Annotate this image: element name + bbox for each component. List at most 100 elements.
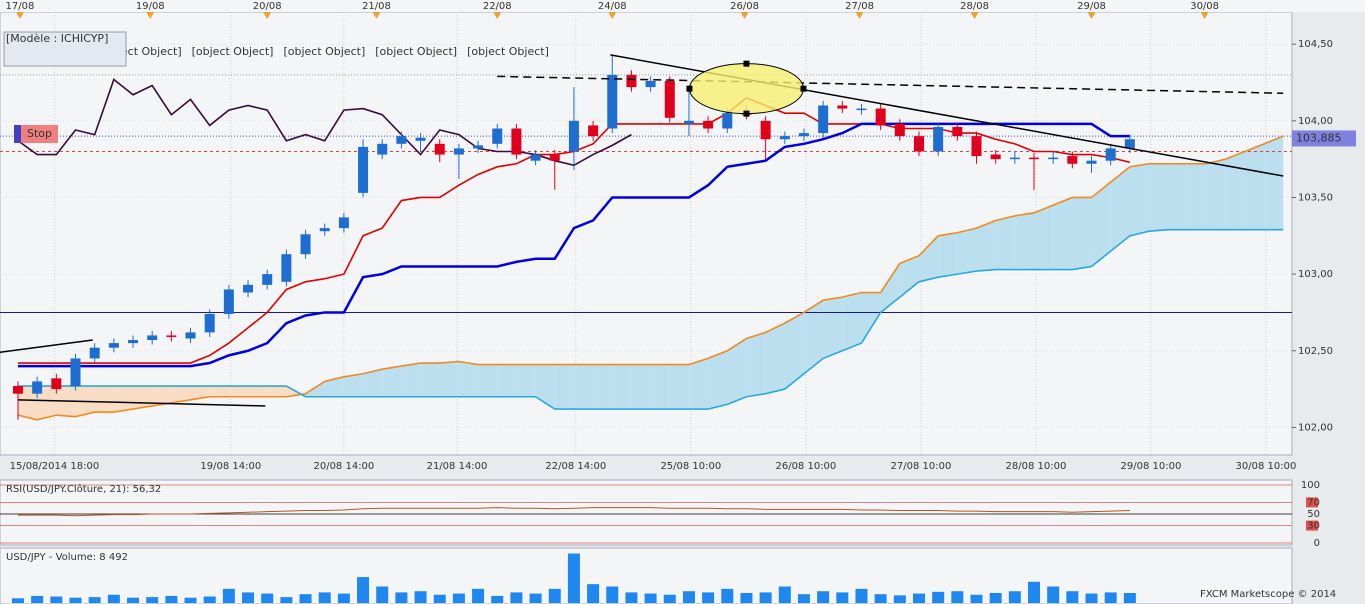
candle-body — [856, 108, 867, 111]
candle-body — [1124, 139, 1135, 149]
volume-bar — [836, 592, 849, 603]
session-marker — [1087, 12, 1096, 19]
top-date: 21/08 — [362, 1, 391, 12]
candle-body — [875, 108, 886, 126]
volume-bar — [855, 588, 868, 603]
cloud-fill — [899, 255, 919, 298]
volume-bar — [797, 594, 810, 603]
session-marker — [493, 12, 502, 19]
cloud-fill — [152, 386, 172, 406]
volume-bar — [817, 591, 830, 603]
cloud-fill — [1264, 136, 1284, 230]
volume-bar — [989, 592, 1002, 603]
cloud-fill — [94, 386, 114, 413]
candle-body — [13, 386, 23, 394]
volume-bar — [682, 591, 695, 603]
volume-bar — [31, 595, 44, 603]
volume-bar — [88, 597, 101, 603]
volume-bar — [510, 592, 523, 603]
candle-body — [798, 133, 809, 137]
cloud-fill — [478, 364, 498, 397]
volume-bar — [472, 588, 485, 603]
candle-body — [128, 340, 139, 344]
cloud-fill — [190, 386, 210, 400]
candle-body — [971, 136, 982, 157]
volume-bar — [318, 592, 331, 603]
volume-bar — [107, 594, 120, 603]
candle-body — [760, 120, 771, 140]
volume-bar — [759, 592, 772, 603]
volume-bar — [261, 593, 274, 603]
cloud-fill — [631, 364, 651, 410]
ellipse-handle — [686, 85, 693, 92]
volume-bar — [222, 588, 235, 603]
y-tick-label: 102,50 — [1298, 346, 1333, 357]
cloud-fill — [995, 215, 1015, 270]
volume-bar — [874, 594, 887, 603]
legend-box — [3, 31, 127, 67]
current-price-box — [1292, 130, 1356, 147]
candle-body — [894, 123, 905, 137]
volume-bar — [702, 592, 715, 603]
volume-bar — [491, 595, 504, 603]
top-date: 24/08 — [598, 1, 627, 12]
candle-body — [492, 128, 503, 144]
top-date: 22/08 — [483, 1, 512, 12]
candle-body — [1105, 148, 1116, 161]
indicator-label: [object Object] — [283, 45, 365, 58]
candle-body — [434, 143, 445, 155]
x-tick-label: 20/08 14:00 — [313, 461, 374, 472]
rsi-tick-bg — [1306, 538, 1318, 548]
candle-body — [1009, 157, 1020, 160]
volume-bar — [932, 591, 945, 603]
volume-bar — [1047, 586, 1060, 603]
candle-body — [837, 105, 848, 109]
candle-body — [32, 381, 43, 394]
volume-bar — [951, 591, 964, 603]
volume-bar — [12, 598, 24, 603]
volume-bar — [970, 594, 983, 603]
volume-bar — [587, 584, 600, 603]
x-tick-label: 29/08 10:00 — [1121, 461, 1182, 472]
candle-body — [166, 335, 177, 337]
candle-body — [1067, 156, 1078, 164]
session-marker — [855, 12, 864, 19]
current-price-label: 103,885 — [1296, 131, 1342, 144]
rsi-tick-label: 70 — [1307, 497, 1320, 508]
cloud-fill — [1225, 151, 1245, 230]
candle-body — [262, 274, 273, 285]
candle-body — [588, 125, 599, 137]
volume-bar — [452, 593, 465, 603]
candle-body — [358, 146, 369, 193]
candle-body — [185, 332, 196, 339]
cloud-fill — [439, 361, 459, 397]
cloud-fill — [1091, 182, 1111, 267]
volume-bar — [548, 588, 561, 603]
candle-body — [243, 284, 254, 293]
cloud-fill — [382, 366, 402, 397]
top-date: 29/08 — [1077, 1, 1106, 12]
rsi-tick-bg — [1306, 509, 1318, 519]
cloud-fill — [401, 363, 421, 397]
trendline — [497, 75, 1284, 94]
candle-body — [377, 143, 388, 155]
cloud-fill — [1129, 163, 1150, 236]
volume-bar — [1028, 581, 1041, 603]
cloud-fill — [1149, 163, 1169, 232]
x-tick-label: 22/08 14:00 — [545, 461, 606, 472]
volume-bar — [567, 553, 580, 603]
volume-title: USD/JPY - Volume: 8 492 — [6, 552, 128, 563]
cloud-fill — [1072, 197, 1092, 270]
candle-body — [779, 136, 790, 140]
indicator-label: [object Object] — [467, 45, 549, 58]
cloud-fill — [37, 386, 57, 420]
candle-body — [1029, 157, 1040, 160]
cloud-fill — [535, 364, 555, 410]
volume-bar — [184, 597, 197, 603]
volume-bar — [146, 597, 159, 603]
rsi-tick-bg — [1306, 520, 1318, 531]
candle-body — [530, 154, 541, 161]
cloud-fill — [516, 364, 536, 397]
candle-body — [1086, 160, 1097, 164]
cloud-fill — [861, 292, 881, 344]
